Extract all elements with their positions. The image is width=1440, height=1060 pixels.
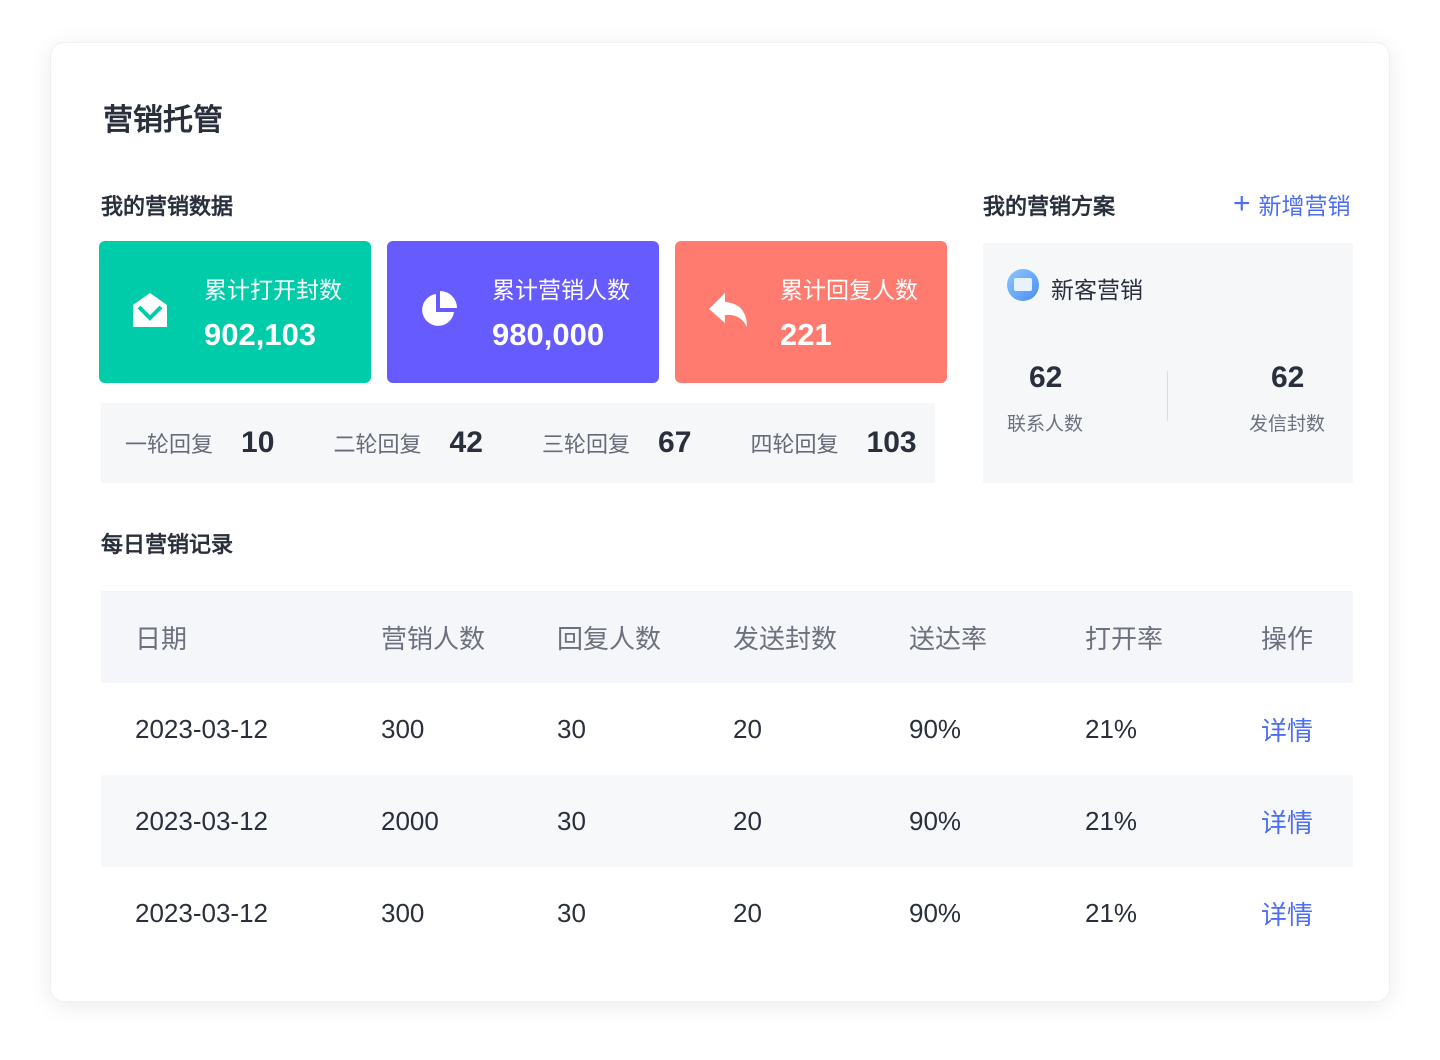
stat-label: 累计打开封数 [204,277,342,303]
plus-icon: + [1233,187,1251,220]
table-cell: 90% [909,713,962,744]
table-cell: 300 [381,897,425,928]
stat-card-replies: 累计回复人数 221 [675,241,947,383]
reply-rounds: 一轮回复 10 二轮回复 42 三轮回复 67 四轮回复 103 [101,403,935,483]
pie-chart-icon [422,291,457,326]
table-cell: 300 [381,713,425,744]
round-3: 三轮回复 67 [542,426,727,460]
divider [1167,371,1168,421]
table-cell: 21% [1085,775,1261,867]
col-open-rate: 打开率 [1085,591,1261,683]
round-value: 42 [449,426,483,459]
col-date: 日期 [101,591,381,683]
table-cell: 20 [733,775,909,867]
table-cell: 30 [557,897,586,928]
contacts-value: 62 [1029,361,1063,394]
my-data-heading: 我的营销数据 [101,194,234,219]
table-cell: 30 [557,713,586,744]
stat-value: 221 [780,317,832,352]
table-cell: 21% [1085,897,1138,928]
col-replies: 回复人数 [557,591,733,683]
round-value: 103 [866,426,917,459]
round-label: 一轮回复 [125,432,214,457]
table-cell: 30 [557,775,733,867]
col-delivery-rate: 送达率 [909,591,1085,683]
table-row: 2023-03-12 2000 30 20 90% 21% 详情 [101,775,1353,867]
round-label: 三轮回复 [542,432,631,457]
stat-label: 累计营销人数 [492,277,630,303]
round-value: 10 [241,426,275,459]
details-link[interactable]: 详情 [1261,899,1314,930]
contacts-label: 联系人数 [1007,414,1084,435]
table-cell: 20 [733,713,762,744]
round-2: 二轮回复 42 [334,426,519,460]
sent-label: 发信封数 [1249,414,1326,435]
plans-heading: 我的营销方案 [983,194,1116,219]
plan-card[interactable]: 新客营销 62 联系人数 62 发信封数 [983,243,1353,483]
daily-table: 日期 营销人数 回复人数 发送封数 送达率 打开率 操作 2023-03-12 3… [101,591,1353,959]
col-sent: 发送封数 [733,591,909,683]
table-row: 2023-03-12 300 30 20 90% 21% 详情 [101,867,1353,959]
sent-value: 62 [1271,361,1305,394]
plan-name: 新客营销 [1051,277,1143,303]
round-1: 一轮回复 10 [125,426,310,460]
stat-value: 980,000 [492,317,605,352]
table-header: 日期 营销人数 回复人数 发送封数 送达率 打开率 操作 [101,591,1353,683]
marketing-card: 营销托管 我的营销数据 累计打开封数 902,103 累计营销人数 980,00… [50,42,1390,1002]
stat-value: 902,103 [204,317,317,352]
add-marketing-label: 新增营销 [1258,193,1351,219]
reply-icon [709,293,747,327]
stat-card-opens: 累计打开封数 902,103 [99,241,371,383]
details-link[interactable]: 详情 [1261,715,1314,746]
table-cell: 2023-03-12 [135,897,268,928]
col-action: 操作 [1261,591,1353,683]
stat-label: 累计回复人数 [780,277,918,303]
mail-icon [1007,269,1039,301]
table-row: 2023-03-12 300 30 20 90% 21% 详情 [101,683,1353,775]
envelope-open-icon [133,293,167,327]
table-cell: 90% [909,775,1085,867]
table-cell: 90% [909,897,962,928]
page-title: 营销托管 [103,104,223,137]
stat-card-marketed: 累计营销人数 980,000 [387,241,659,383]
table-cell: 2000 [381,775,557,867]
daily-heading: 每日营销记录 [101,532,234,557]
round-4: 四轮回复 103 [751,426,936,460]
round-label: 四轮回复 [750,432,839,457]
table-cell: 2023-03-12 [135,713,268,744]
table-cell: 20 [733,897,762,928]
round-value: 67 [658,426,692,459]
table-cell: 2023-03-12 [101,775,381,867]
table-cell: 21% [1085,713,1138,744]
col-marketed: 营销人数 [381,591,557,683]
add-marketing-button[interactable]: + 新增营销 [1233,187,1351,221]
round-label: 二轮回复 [333,432,422,457]
details-link[interactable]: 详情 [1261,775,1353,867]
